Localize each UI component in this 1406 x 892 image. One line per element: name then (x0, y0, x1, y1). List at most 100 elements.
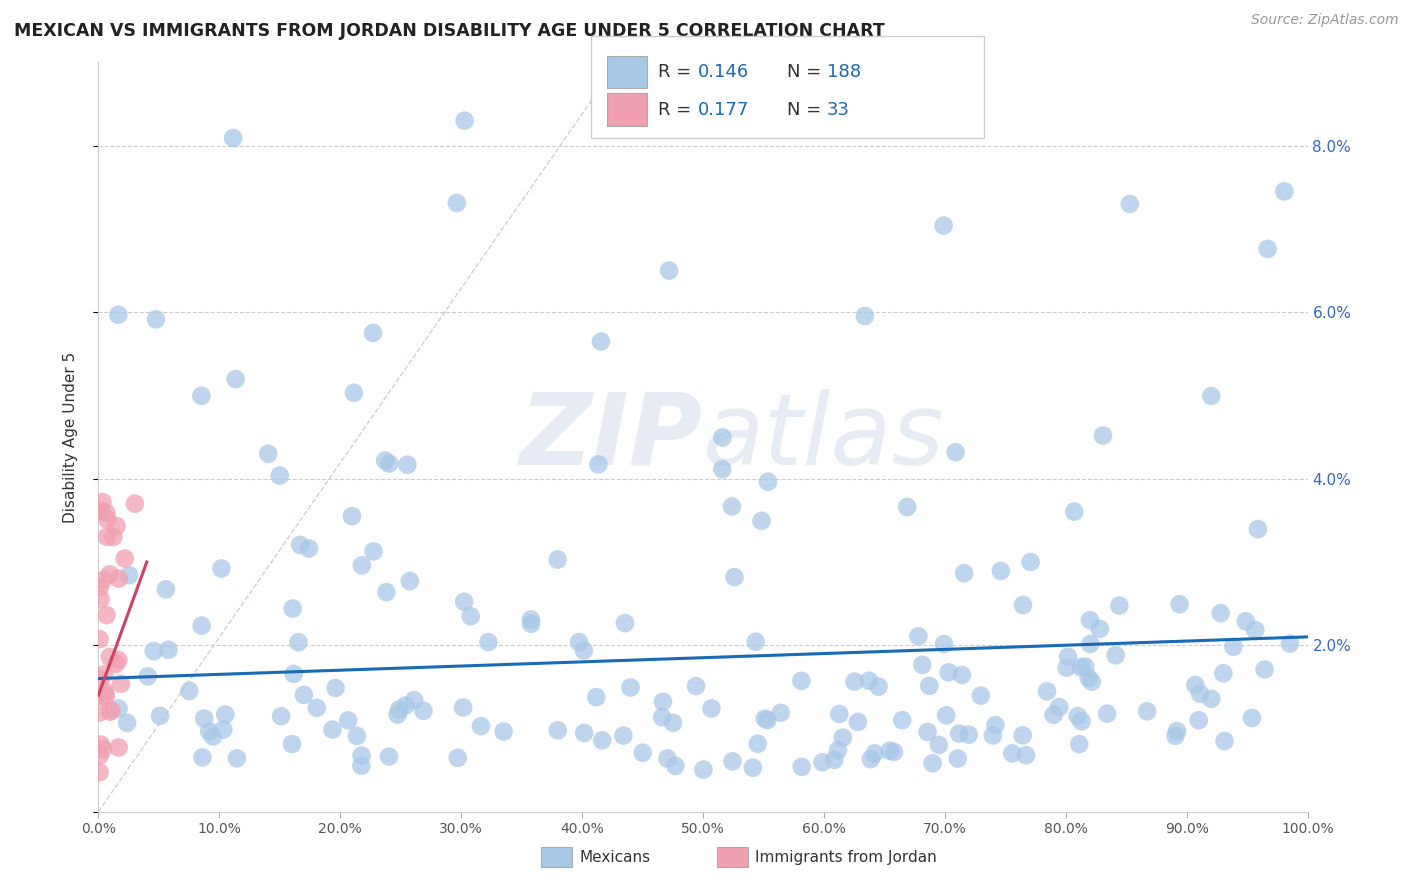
Point (1078, 613, 1101, 627)
Point (751, 514, 773, 528)
Point (346, 729, 368, 743)
Point (946, 751, 969, 765)
Point (94, 684, 117, 698)
Point (198, 724, 221, 739)
Point (1011, 728, 1033, 742)
Point (981, 728, 1004, 742)
Point (118, 568, 141, 582)
Point (136, 669, 159, 683)
Point (658, 263, 681, 277)
Point (91, 495, 114, 509)
Point (970, 689, 993, 703)
Point (711, 462, 734, 476)
Point (90, 738, 112, 752)
Point (321, 723, 343, 737)
Text: N =: N = (787, 62, 827, 80)
Point (477, 635, 499, 649)
Point (1088, 622, 1111, 636)
Point (589, 334, 612, 349)
Point (453, 595, 475, 609)
Point (350, 759, 373, 773)
Point (1095, 706, 1118, 721)
Point (756, 475, 779, 489)
Point (921, 756, 943, 771)
Point (1188, 713, 1211, 727)
Point (1108, 599, 1130, 613)
Point (1077, 671, 1099, 685)
Point (209, 561, 232, 575)
Point (124, 497, 146, 511)
Point (711, 430, 734, 444)
Text: R =: R = (658, 101, 697, 119)
Point (103, 530, 125, 544)
Point (107, 308, 129, 322)
Point (96, 506, 118, 520)
Point (692, 763, 714, 777)
Point (520, 616, 543, 631)
Point (932, 219, 955, 233)
Point (395, 698, 418, 713)
Point (1234, 614, 1257, 628)
Point (827, 743, 849, 757)
Text: 188: 188 (827, 62, 860, 80)
Point (547, 552, 569, 566)
Point (404, 693, 426, 707)
Point (470, 719, 492, 733)
Text: MEXICAN VS IMMIGRANTS FROM JORDAN DISABILITY AGE UNDER 5 CORRELATION CHART: MEXICAN VS IMMIGRANTS FROM JORDAN DISABI… (14, 22, 884, 40)
Point (1247, 522, 1270, 536)
Point (1074, 659, 1097, 673)
Point (257, 447, 280, 461)
Point (846, 714, 869, 729)
Point (89, 706, 111, 720)
Text: N =: N = (787, 101, 827, 119)
Point (1047, 700, 1070, 714)
Point (868, 680, 890, 694)
Point (96, 512, 118, 526)
Point (337, 714, 360, 728)
Point (98, 649, 121, 664)
Point (1091, 428, 1114, 442)
Point (918, 679, 941, 693)
Point (214, 707, 236, 722)
Point (292, 688, 315, 702)
Point (811, 756, 834, 770)
Point (1012, 598, 1035, 612)
Point (568, 635, 591, 649)
Point (270, 709, 292, 723)
Point (93, 667, 115, 681)
Point (945, 445, 967, 459)
Point (363, 544, 385, 558)
Point (305, 701, 328, 715)
Point (451, 700, 474, 714)
Point (572, 726, 595, 740)
Point (396, 458, 419, 472)
Point (685, 679, 707, 693)
Point (950, 668, 973, 682)
Point (1222, 640, 1244, 654)
Point (1168, 597, 1191, 611)
Point (990, 564, 1012, 578)
Point (350, 558, 373, 573)
Point (155, 582, 177, 597)
Point (938, 665, 960, 680)
Point (591, 733, 613, 747)
Point (492, 724, 515, 739)
Point (790, 673, 813, 688)
Point (891, 713, 914, 727)
Point (107, 701, 129, 715)
Text: atlas: atlas (703, 389, 945, 485)
Point (157, 642, 180, 657)
Point (657, 751, 679, 765)
Point (1056, 661, 1078, 675)
Point (1080, 674, 1102, 689)
Point (98, 567, 121, 582)
Point (1070, 714, 1092, 729)
Point (721, 755, 744, 769)
Point (585, 690, 607, 705)
Point (105, 519, 128, 533)
Point (613, 616, 636, 631)
Point (917, 725, 939, 739)
Y-axis label: Disability Age Under 5: Disability Age Under 5 (63, 351, 77, 523)
Point (572, 643, 595, 657)
Point (96, 608, 118, 623)
